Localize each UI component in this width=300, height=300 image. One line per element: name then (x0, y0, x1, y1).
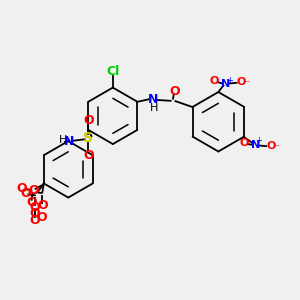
Text: O: O (20, 187, 31, 200)
Text: O: O (83, 149, 94, 162)
Text: O: O (237, 77, 246, 87)
Text: ⁻: ⁻ (274, 143, 279, 154)
Text: O: O (28, 184, 39, 197)
Text: N: N (221, 79, 230, 89)
Text: N: N (251, 140, 260, 150)
Text: O: O (266, 141, 275, 152)
Text: O: O (37, 199, 48, 212)
Text: H: H (150, 103, 158, 112)
Text: O: O (210, 76, 219, 86)
Text: ⁻: ⁻ (244, 79, 250, 89)
Text: O: O (30, 214, 40, 227)
Text: O: O (29, 207, 40, 220)
Text: O: O (239, 139, 249, 148)
Text: O: O (169, 85, 180, 98)
Text: N: N (64, 135, 74, 148)
Text: O: O (26, 196, 37, 209)
Text: O: O (83, 114, 94, 128)
Text: O: O (17, 182, 27, 195)
Text: +: + (226, 76, 233, 85)
Text: O: O (30, 201, 40, 214)
Text: N: N (148, 93, 158, 106)
Text: H: H (58, 135, 67, 145)
Text: O: O (36, 211, 47, 224)
Text: Cl: Cl (106, 65, 119, 78)
Text: +: + (256, 136, 262, 145)
Text: S: S (83, 131, 94, 145)
